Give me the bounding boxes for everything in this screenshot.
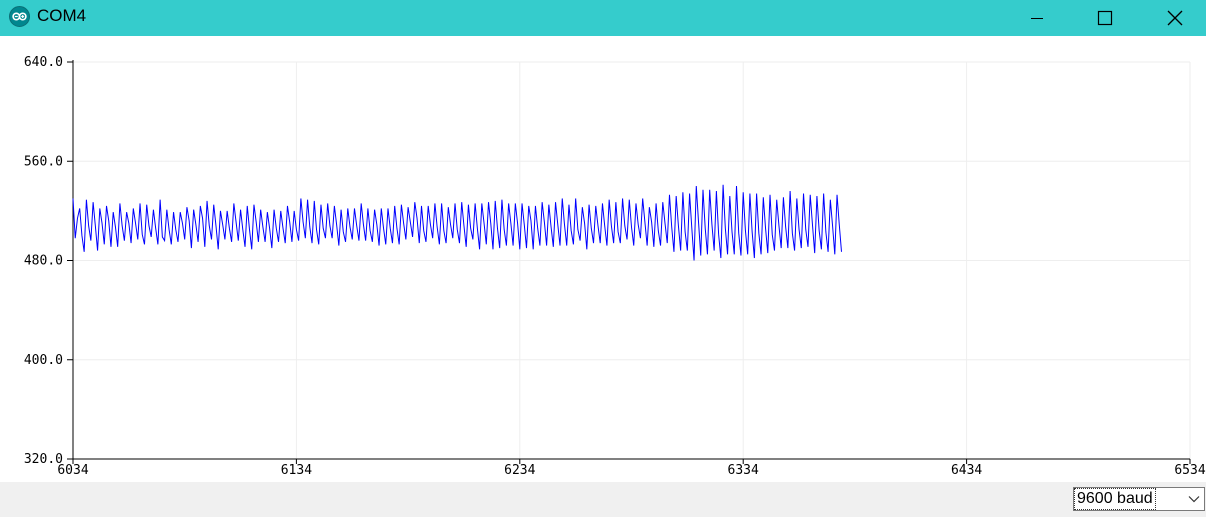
y-tick-label: 320.0 [24, 452, 63, 467]
chevron-down-icon [1188, 496, 1200, 503]
minimize-button[interactable] [1014, 0, 1060, 36]
maximize-icon [1097, 10, 1113, 26]
x-tick-label: 6134 [281, 463, 312, 478]
y-tick-label: 640.0 [24, 55, 63, 70]
close-button[interactable] [1152, 0, 1198, 36]
window-titlebar: COM4 [0, 0, 1206, 36]
y-tick-label: 560.0 [24, 154, 63, 169]
y-tick-label: 480.0 [24, 254, 63, 269]
x-tick-label: 6334 [728, 463, 759, 478]
y-tick-label: 400.0 [24, 353, 63, 368]
x-tick-label: 6434 [951, 463, 982, 478]
arduino-logo-icon [9, 6, 30, 27]
window-title: COM4 [37, 6, 87, 25]
minimize-icon [1031, 18, 1043, 19]
x-tick-label: 6034 [57, 463, 88, 478]
baud-rate-select[interactable]: 9600 baud [1073, 487, 1205, 511]
status-bar: 9600 baud [0, 482, 1206, 517]
maximize-button[interactable] [1082, 0, 1128, 36]
x-tick-label: 6234 [504, 463, 535, 478]
serial-plotter: 640.0 560.0 480.0 400.0 320.0 6034 6134 6234 633… [0, 36, 1206, 482]
series-line [72, 184, 842, 261]
x-tick-label: 6534 [1174, 463, 1205, 478]
close-icon [1167, 10, 1183, 26]
baud-rate-value: 9600 baud [1074, 488, 1156, 510]
